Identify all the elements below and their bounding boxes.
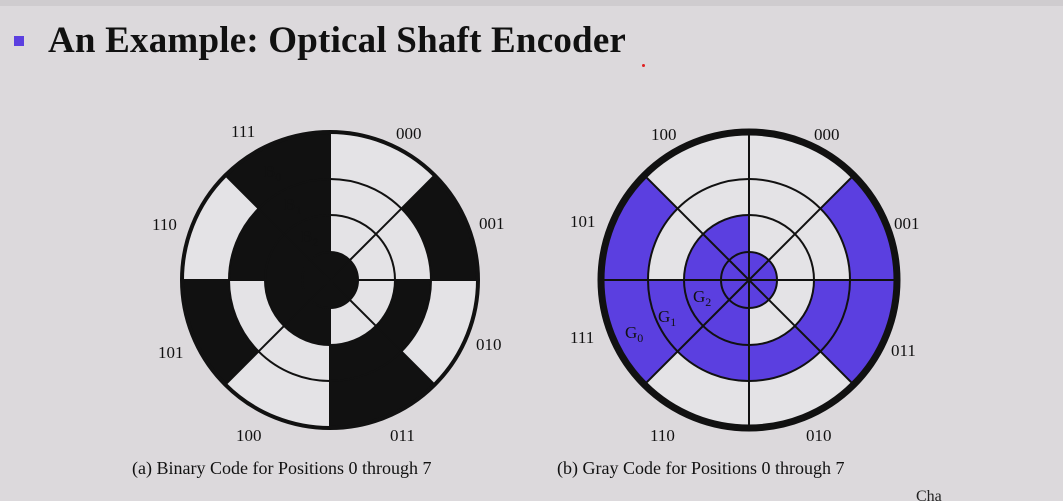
- gray-segment-101-b2: [684, 234, 730, 280]
- track-label-b1: B1: [284, 195, 301, 217]
- binary-position-label-000: 000: [396, 124, 422, 143]
- previous-slide-strip: [0, 0, 1063, 6]
- binary-segment-111-b0: [225, 132, 330, 209]
- gray-caption: (b) Gray Code for Positions 0 through 7: [557, 458, 844, 479]
- gray-position-label-111: 111: [570, 328, 594, 347]
- gray-divider-5: [643, 279, 750, 386]
- gray-encoder-wheel: [597, 128, 901, 432]
- binary-position-label-110: 110: [152, 215, 177, 234]
- binary-segment-001-b0: [401, 175, 478, 280]
- track-label-g1: G1: [658, 307, 676, 329]
- binary-position-label-111: 111: [231, 122, 255, 141]
- binary-segment-111-b2: [284, 215, 330, 261]
- gray-divider-3: [748, 279, 855, 386]
- track-label-g0: G0: [625, 323, 643, 345]
- binary-divider-5: [224, 279, 331, 386]
- gray-position-label-001: 001: [894, 214, 920, 233]
- binary-segment-101-b0: [182, 280, 259, 385]
- binary-position-label-100: 100: [236, 426, 262, 445]
- gray-position-label-101: 101: [570, 212, 596, 231]
- gray-segment-110-b1: [677, 325, 749, 381]
- slide-title: An Example: Optical Shaft Encoder: [48, 19, 627, 61]
- binary-segment-101-b2: [265, 280, 311, 326]
- gray-position-label-010: 010: [806, 426, 832, 445]
- binary-segment-100-b2: [284, 299, 330, 345]
- title-row: An Example: Optical Shaft Encoder: [14, 14, 626, 66]
- gray-segment-110-b2: [703, 299, 749, 345]
- gray-position-label-011: 011: [891, 341, 916, 360]
- gray-segment-010-b1: [749, 325, 821, 381]
- binary-segment-011-b0: [330, 351, 435, 428]
- gray-divider-1: [748, 174, 855, 281]
- track-label-b2: B2: [301, 227, 318, 249]
- square-bullet-icon: [14, 36, 24, 46]
- binary-encoder-wheel: [180, 130, 480, 430]
- binary-caption: (a) Binary Code for Positions 0 through …: [132, 458, 431, 479]
- gray-position-label-100: 100: [651, 125, 677, 144]
- gray-divider-7: [643, 174, 750, 281]
- binary-divider-7: [224, 174, 331, 281]
- gray-position-label-000: 000: [814, 125, 840, 144]
- gray-segment-011-b0: [820, 280, 897, 385]
- track-label-b0: B0: [264, 162, 281, 184]
- partial-footer-text: Cha: [916, 488, 942, 501]
- gray-segment-100-b2: [703, 215, 749, 261]
- binary-position-label-011: 011: [390, 426, 415, 445]
- gray-segment-101-b0: [601, 175, 678, 280]
- binary-divider-1: [329, 174, 436, 281]
- gray-segment-001-b0: [820, 175, 897, 280]
- binary-position-label-010: 010: [476, 335, 502, 354]
- binary-segment-110-b2: [265, 234, 311, 280]
- binary-segment-111-b1: [258, 179, 330, 235]
- gray-segment-111-b1: [648, 280, 704, 352]
- laser-pointer-dot: [642, 64, 645, 67]
- gray-segment-111-b2: [684, 280, 730, 326]
- binary-segment-110-b1: [229, 208, 285, 280]
- gray-segment-011-b1: [794, 280, 850, 352]
- binary-segment-010-b1: [375, 280, 431, 352]
- binary-position-label-001: 001: [479, 214, 505, 233]
- gray-position-label-110: 110: [650, 426, 675, 445]
- binary-segment-011-b1: [330, 325, 402, 381]
- binary-position-label-101: 101: [158, 343, 184, 362]
- binary-divider-3: [329, 279, 436, 386]
- gray-segment-111-b0: [601, 280, 678, 385]
- track-label-g2: G2: [693, 287, 711, 309]
